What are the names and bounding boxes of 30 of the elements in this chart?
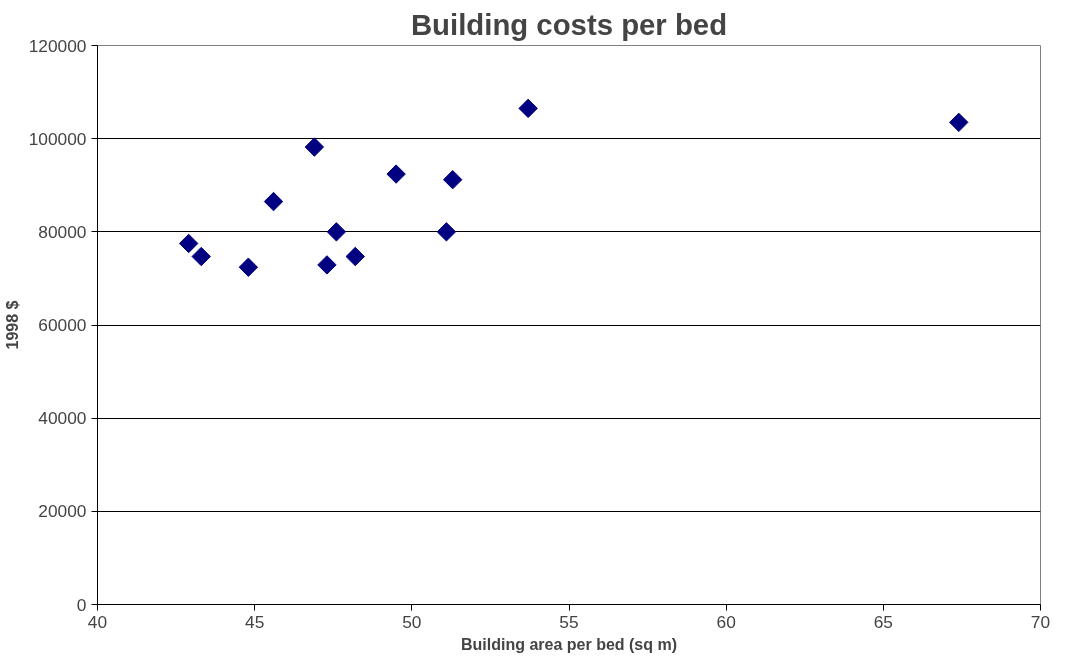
point xyxy=(178,233,199,254)
y-tick-label: 60000 xyxy=(38,315,87,335)
y-tick-label: 100000 xyxy=(28,128,87,149)
point xyxy=(304,137,325,157)
y-tick-label: 0 xyxy=(76,594,87,615)
y-tick-label: 40000 xyxy=(38,408,87,429)
point xyxy=(436,222,457,242)
point xyxy=(518,98,538,119)
point xyxy=(238,257,259,277)
chart-title: Building costs per bed xyxy=(410,7,728,41)
point xyxy=(317,255,337,275)
x-tick-label: 40 xyxy=(87,611,108,632)
y-axis-title: 1998 $ xyxy=(3,300,21,350)
point xyxy=(386,164,406,184)
x-tick-label: 45 xyxy=(245,611,265,632)
x-tick-label: 60 xyxy=(716,611,736,632)
point xyxy=(326,222,347,242)
x-tick-label: 55 xyxy=(559,611,579,632)
x-tick-label: 65 xyxy=(873,611,893,632)
x-axis-title: Building area per bed (sq m) xyxy=(460,635,678,653)
point xyxy=(949,112,969,133)
y-tick-label: 120000 xyxy=(28,35,87,56)
point xyxy=(345,246,365,267)
point xyxy=(443,169,463,190)
y-tick-label: 80000 xyxy=(38,221,87,242)
point xyxy=(191,246,211,267)
x-tick-label: 70 xyxy=(1030,611,1051,632)
x-tick-label: 50 xyxy=(402,611,422,632)
y-tick-label: 20000 xyxy=(38,501,87,522)
point xyxy=(263,191,284,212)
